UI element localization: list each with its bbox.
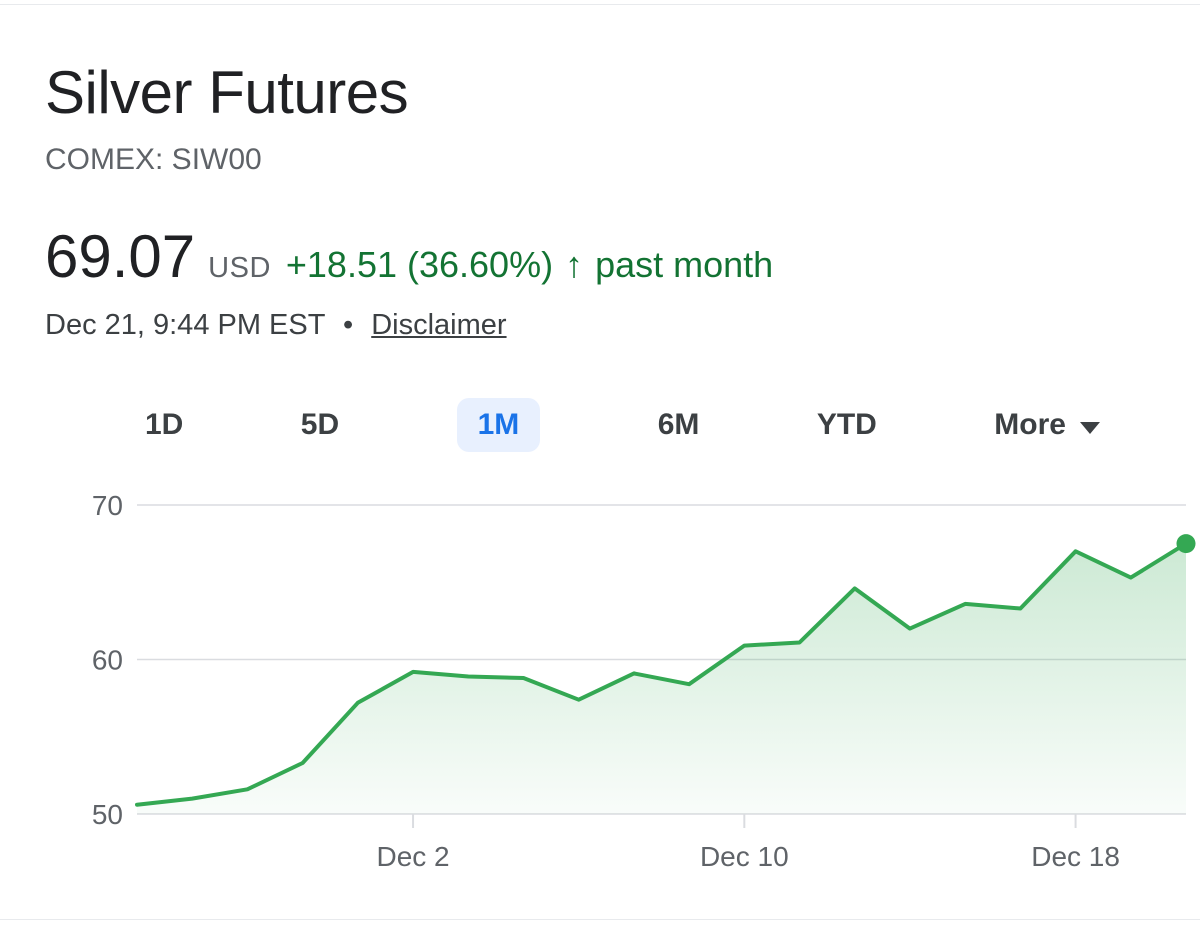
y-axis-label: 60 [92, 645, 123, 676]
bullet-separator: • [343, 309, 354, 341]
chart-line [135, 541, 1188, 807]
chart-end-dot [1176, 534, 1196, 554]
quote-meta: Dec 21, 9:44 PM EST • Disclaimer [45, 306, 1200, 344]
y-axis-label: 70 [92, 490, 123, 521]
disclaimer-link[interactable]: Disclaimer [371, 309, 507, 341]
page-title: Silver Futures [45, 59, 409, 126]
tab-5d[interactable]: 5D [301, 398, 339, 452]
x-axis-label: Dec 2 [376, 841, 449, 872]
exchange-symbol: COMEX: SIW00 [45, 143, 262, 176]
price-value: 69.07 [45, 223, 196, 290]
y-axis-label: 50 [92, 799, 123, 830]
chart-area-fill [137, 543, 1186, 814]
bottom-divider [0, 919, 1200, 920]
x-axis-label: Dec 18 [1031, 841, 1120, 872]
dropdown-caret-icon [1079, 421, 1100, 434]
finance-card: Silver Futures COMEX: SIW00 69.07 USD +1… [45, 59, 1200, 890]
tab-more[interactable]: More [994, 398, 1100, 452]
tab-1m[interactable]: 1M [456, 398, 541, 452]
tab-ytd[interactable]: YTD [817, 398, 877, 452]
price-chart-svg[interactable]: 50 60 70 Dec 2 Dec 10 Dec 18 [45, 478, 1200, 890]
tab-more-label: More [994, 408, 1066, 441]
quote-timestamp: Dec 21, 9:44 PM EST [45, 309, 325, 341]
price-chart[interactable]: 50 60 70 Dec 2 Dec 10 Dec 18 [45, 478, 1200, 890]
time-range-tabs: 1D 5D 1M 6M YTD More [45, 398, 1200, 452]
change-period-label: past month [595, 244, 774, 285]
currency-label: USD [208, 252, 271, 284]
quote-row: 69.07 USD +18.51 (36.60%) ↑ past month [45, 224, 1200, 290]
x-axis-label: Dec 10 [700, 841, 789, 872]
price-change: +18.51 (36.60%) [285, 244, 554, 285]
arrow-up-icon: ↑ [565, 244, 584, 285]
tab-1d[interactable]: 1D [145, 398, 183, 452]
top-divider [0, 4, 1200, 5]
tab-6m[interactable]: 6M [658, 398, 700, 452]
